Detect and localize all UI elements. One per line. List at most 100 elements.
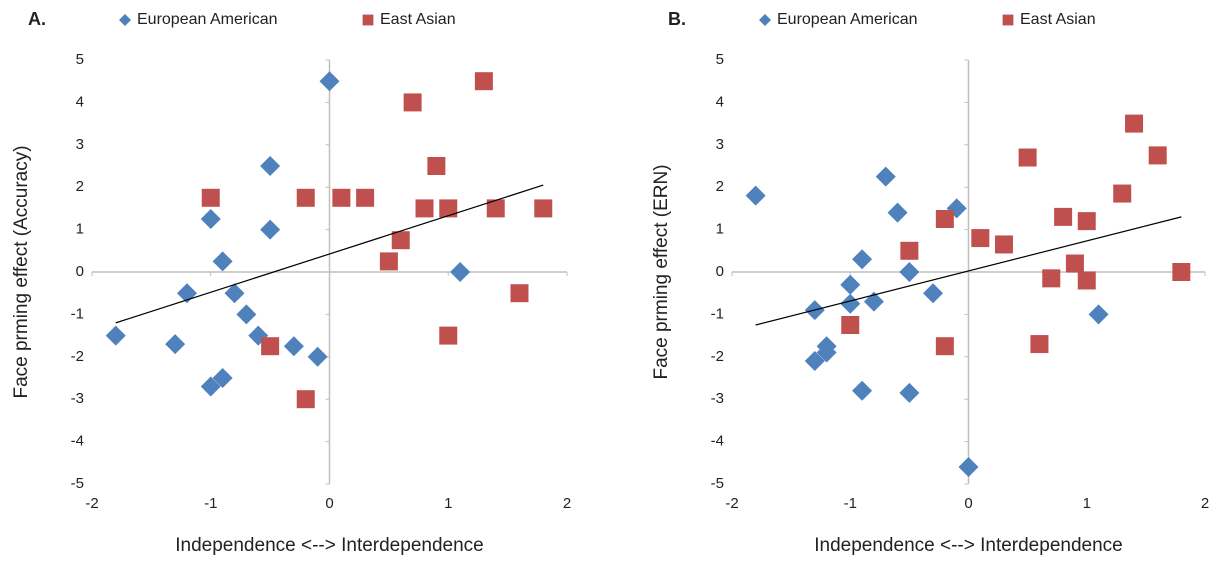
data-point bbox=[958, 457, 979, 478]
y-tick-label: 2 bbox=[716, 178, 724, 195]
data-point bbox=[1172, 263, 1191, 281]
y-tick-label: -4 bbox=[711, 433, 724, 450]
x-tick-label: 0 bbox=[964, 495, 972, 512]
data-point bbox=[200, 376, 221, 397]
data-point bbox=[450, 262, 471, 282]
y-tick-label: 3 bbox=[716, 136, 724, 153]
y-tick-label: 0 bbox=[716, 263, 724, 280]
y-tick-label: -4 bbox=[71, 433, 84, 450]
data-point bbox=[923, 283, 944, 304]
x-tick-label: 1 bbox=[444, 495, 452, 512]
y-axis-title: Face prming effect (ERN) bbox=[651, 164, 672, 379]
data-point bbox=[852, 380, 873, 401]
y-tick-label: 5 bbox=[716, 51, 724, 68]
x-tick-label: -2 bbox=[725, 495, 738, 512]
data-point bbox=[875, 166, 896, 187]
data-point bbox=[840, 274, 861, 295]
data-point bbox=[935, 337, 954, 356]
data-point bbox=[200, 209, 221, 229]
trendline bbox=[755, 216, 1182, 326]
data-point bbox=[260, 156, 281, 176]
data-point bbox=[1030, 335, 1049, 354]
y-tick-label: 2 bbox=[76, 178, 84, 195]
legend-marker bbox=[362, 14, 374, 26]
y-tick-label: -3 bbox=[711, 390, 724, 407]
data-point bbox=[840, 293, 861, 314]
data-point bbox=[899, 262, 920, 282]
legend-marker bbox=[759, 14, 771, 26]
data-point bbox=[1125, 114, 1144, 133]
data-point bbox=[319, 71, 340, 92]
data-point bbox=[1054, 207, 1073, 226]
y-tick-label: -5 bbox=[71, 475, 84, 492]
legend-label: European American bbox=[777, 11, 918, 28]
y-tick-label: 1 bbox=[716, 221, 724, 238]
data-point bbox=[296, 188, 315, 207]
data-point bbox=[994, 235, 1013, 254]
x-tick-label: -1 bbox=[204, 495, 217, 512]
data-point bbox=[283, 336, 304, 357]
x-axis-title: Independence <--> Interdependence bbox=[814, 535, 1122, 556]
data-point bbox=[415, 199, 434, 218]
data-point bbox=[841, 316, 860, 334]
data-point bbox=[261, 337, 280, 356]
legend-label: European American bbox=[137, 11, 278, 28]
y-tick-label: 4 bbox=[76, 93, 84, 110]
data-point bbox=[510, 284, 529, 303]
x-tick-label: -1 bbox=[844, 495, 857, 512]
data-point bbox=[1042, 269, 1061, 288]
data-point bbox=[212, 251, 233, 272]
x-tick-label: 2 bbox=[1201, 495, 1209, 512]
y-axis-title: Face prming effect (Accuracy) bbox=[11, 145, 32, 398]
data-point bbox=[474, 72, 493, 91]
data-point bbox=[935, 210, 954, 228]
data-point bbox=[260, 219, 281, 240]
y-tick-label: -1 bbox=[71, 305, 84, 322]
data-point bbox=[486, 199, 505, 218]
data-point bbox=[332, 188, 351, 207]
data-point bbox=[971, 229, 990, 248]
y-tick-label: -2 bbox=[71, 348, 84, 365]
y-tick-label: -5 bbox=[711, 475, 724, 492]
data-point bbox=[105, 325, 126, 346]
data-point bbox=[356, 188, 375, 207]
data-point bbox=[899, 382, 920, 403]
data-point bbox=[165, 334, 186, 355]
y-tick-label: 0 bbox=[76, 263, 84, 280]
data-point bbox=[427, 157, 446, 175]
y-tick-label: 3 bbox=[76, 136, 84, 153]
data-point bbox=[201, 188, 220, 207]
data-point bbox=[887, 202, 908, 223]
y-tick-label: -2 bbox=[711, 348, 724, 365]
data-point bbox=[307, 346, 328, 367]
data-point bbox=[1018, 148, 1037, 167]
data-point bbox=[1065, 254, 1084, 273]
legend-marker bbox=[119, 14, 131, 26]
legend-label: East Asian bbox=[380, 11, 456, 28]
x-tick-label: 1 bbox=[1083, 495, 1091, 512]
panel-title: A. bbox=[28, 9, 46, 29]
x-axis-title: Independence <--> Interdependence bbox=[175, 535, 483, 556]
panel-title: B. bbox=[668, 9, 686, 29]
data-point bbox=[1148, 146, 1167, 165]
data-point bbox=[1088, 304, 1109, 325]
data-point bbox=[1113, 184, 1132, 203]
data-point bbox=[1077, 212, 1096, 231]
data-point bbox=[804, 351, 825, 372]
data-point bbox=[852, 249, 873, 270]
x-tick-label: 0 bbox=[325, 495, 333, 512]
x-tick-label: -2 bbox=[85, 495, 98, 512]
data-point bbox=[534, 199, 553, 218]
y-tick-label: -1 bbox=[711, 305, 724, 322]
data-point bbox=[212, 368, 233, 388]
trendline bbox=[115, 184, 544, 324]
x-tick-label: 2 bbox=[563, 495, 571, 512]
data-point bbox=[224, 283, 245, 304]
data-point bbox=[439, 199, 458, 218]
y-tick-label: -3 bbox=[71, 390, 84, 407]
data-point bbox=[391, 231, 410, 250]
data-point bbox=[816, 342, 837, 363]
data-point bbox=[1077, 271, 1096, 290]
